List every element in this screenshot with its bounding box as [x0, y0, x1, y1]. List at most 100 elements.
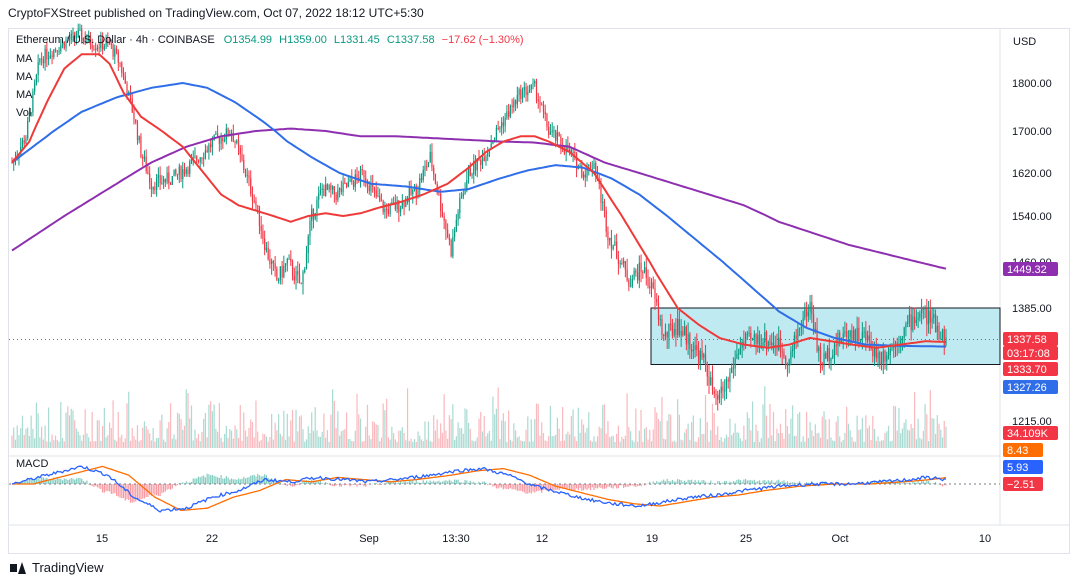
volume-bar	[464, 408, 466, 448]
macd-histogram-bar	[176, 484, 179, 486]
price-tick-label: 1700.00	[1012, 126, 1052, 138]
volume-bar	[805, 411, 808, 448]
indicator-ma-1[interactable]: MA	[16, 53, 33, 65]
macd-histogram-bar	[34, 479, 36, 484]
volume-bar	[164, 441, 166, 448]
macd-histogram-bar	[591, 484, 593, 488]
candle-body	[900, 340, 902, 345]
macd-histogram-bar	[767, 480, 769, 484]
candle-body	[537, 99, 539, 102]
volume-bar	[555, 434, 557, 448]
macd-histogram-bar	[764, 480, 766, 484]
candle-body	[738, 353, 740, 355]
macd-histogram-bar	[95, 484, 97, 486]
volume-bar	[196, 438, 198, 448]
candle-body	[204, 150, 207, 159]
volume-bar	[535, 403, 538, 448]
candle-body	[879, 352, 881, 365]
candle-body	[447, 229, 449, 238]
volume-bar	[42, 439, 44, 448]
macd-histogram-bar	[934, 482, 937, 484]
candle-body	[211, 140, 214, 148]
volume-bar	[96, 420, 98, 448]
macd-histogram-bar	[210, 475, 212, 484]
candle-body	[121, 63, 123, 73]
macd-histogram-bar	[516, 484, 518, 491]
macd-histogram-bar	[570, 484, 572, 491]
macd-histogram-bar	[650, 484, 653, 485]
volume-bar	[108, 422, 111, 448]
candle-body	[260, 225, 262, 231]
candle-body	[197, 160, 200, 163]
macd-histogram-bar	[891, 483, 893, 484]
macd-signal-line	[12, 465, 947, 512]
macd-histogram-bar	[790, 482, 792, 484]
candle-body	[140, 136, 142, 158]
candle-body	[539, 101, 541, 105]
candle-body	[521, 89, 524, 99]
indicator-volume[interactable]: Vol	[16, 107, 32, 119]
chart-frame[interactable]	[8, 28, 1070, 554]
volume-bar	[488, 431, 491, 448]
macd-histogram-bar	[645, 484, 647, 485]
candle-body	[640, 262, 642, 273]
candle-body	[286, 258, 288, 264]
candle-body	[180, 166, 182, 179]
macd-histogram-bar	[581, 484, 583, 491]
volume-bar	[642, 441, 644, 448]
volume-bar	[551, 436, 553, 448]
volume-bar	[919, 437, 921, 448]
volume-bar	[375, 424, 377, 448]
candle-body	[448, 237, 450, 241]
candle-body	[422, 169, 424, 181]
volume-bar	[516, 437, 518, 448]
candle-body	[767, 341, 769, 347]
indicator-ma-3[interactable]: MA	[16, 89, 33, 101]
volume-bar	[633, 441, 635, 448]
volume-bar	[44, 425, 46, 448]
candle-body	[365, 177, 367, 182]
volume-bar	[889, 441, 891, 448]
volume-bar	[699, 418, 701, 448]
volume-bar	[349, 439, 351, 448]
macd-histogram-bar	[27, 478, 29, 484]
volume-bar	[614, 441, 616, 448]
candle-body	[304, 269, 306, 272]
price-tag-label: 03:17:08	[1007, 348, 1050, 360]
macd-histogram-bar	[907, 483, 909, 484]
macd-histogram-bar	[600, 484, 602, 488]
volume-bar	[79, 435, 81, 448]
candle-body	[595, 162, 597, 176]
macd-histogram-bar	[668, 480, 670, 484]
volume-bar	[403, 432, 405, 448]
candle-body	[56, 50, 58, 52]
candle-body	[542, 104, 545, 112]
macd-histogram-bar	[616, 484, 618, 489]
macd-histogram-bar	[138, 484, 140, 501]
indicator-ma-2[interactable]: MA	[16, 71, 33, 83]
candle-body	[920, 308, 923, 314]
volume-bar	[575, 441, 578, 448]
candle-body	[670, 323, 672, 325]
macd-histogram-bar	[124, 484, 126, 501]
volume-bar	[724, 438, 726, 448]
macd-label[interactable]: MACD	[16, 458, 49, 470]
candle-body	[656, 298, 658, 303]
candle-body	[534, 81, 536, 84]
volume-bar	[382, 403, 384, 448]
volume-bar	[741, 441, 743, 448]
candle-body	[199, 157, 201, 163]
volume-bar	[659, 421, 661, 448]
macd-histogram-bar	[926, 480, 928, 484]
macd-histogram-bar	[528, 484, 531, 493]
candle-body	[736, 353, 738, 359]
volume-bar	[891, 440, 893, 448]
macd-histogram-bar	[473, 481, 475, 484]
candle-body	[790, 351, 792, 360]
volume-bar	[893, 405, 895, 448]
macd-histogram-bar	[136, 484, 139, 501]
macd-histogram-bar	[448, 479, 450, 484]
macd-histogram-bar	[399, 481, 402, 484]
candle-body	[93, 48, 95, 50]
